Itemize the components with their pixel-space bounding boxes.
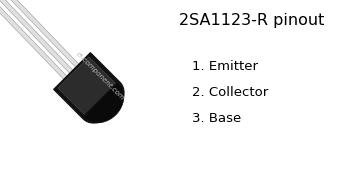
Text: el-component.com: el-component.com [75,51,125,101]
Polygon shape [0,0,73,73]
Polygon shape [3,0,79,67]
Polygon shape [83,82,124,123]
Text: 2. Collector: 2. Collector [192,86,268,99]
Polygon shape [58,57,119,118]
Text: 2SA1123-R pinout: 2SA1123-R pinout [179,14,325,29]
Text: 3. Base: 3. Base [192,112,241,124]
Text: 1. Emitter: 1. Emitter [192,59,258,73]
Polygon shape [0,1,67,79]
Polygon shape [54,53,124,123]
